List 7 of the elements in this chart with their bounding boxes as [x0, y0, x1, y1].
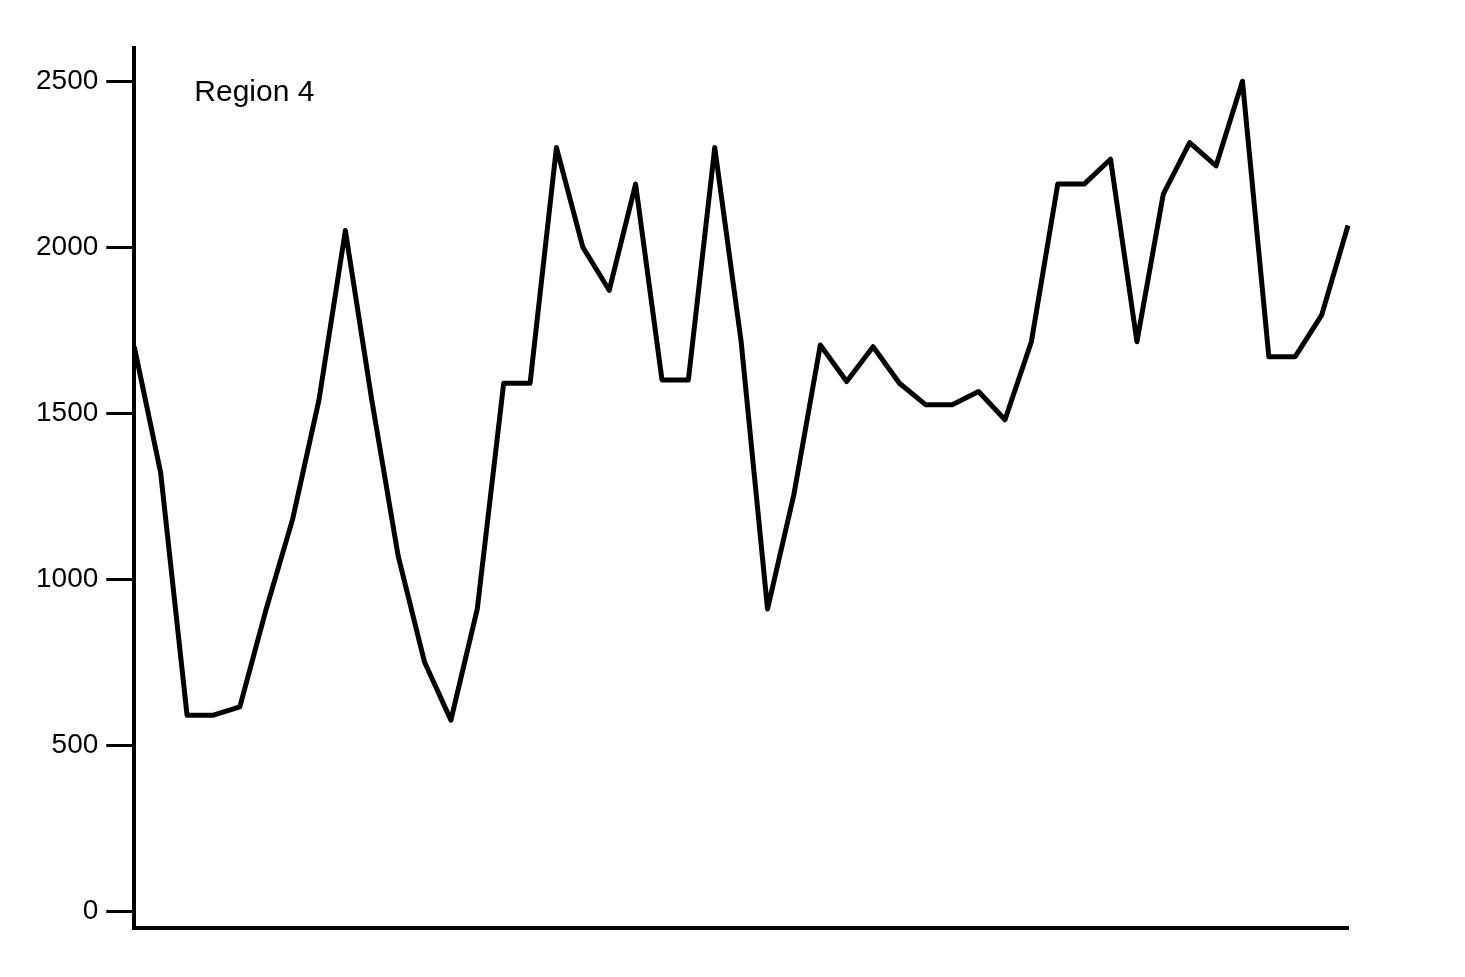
y-tick-label: 0 — [82, 893, 99, 925]
y-tick-label: 1500 — [35, 395, 99, 427]
y-tick-label: 2000 — [35, 229, 99, 261]
y-tick-label: 2500 — [35, 63, 99, 95]
annotation: Region 4 — [194, 74, 315, 108]
y-tick-label: 500 — [51, 727, 99, 759]
y-tick-label: 1000 — [35, 561, 99, 593]
